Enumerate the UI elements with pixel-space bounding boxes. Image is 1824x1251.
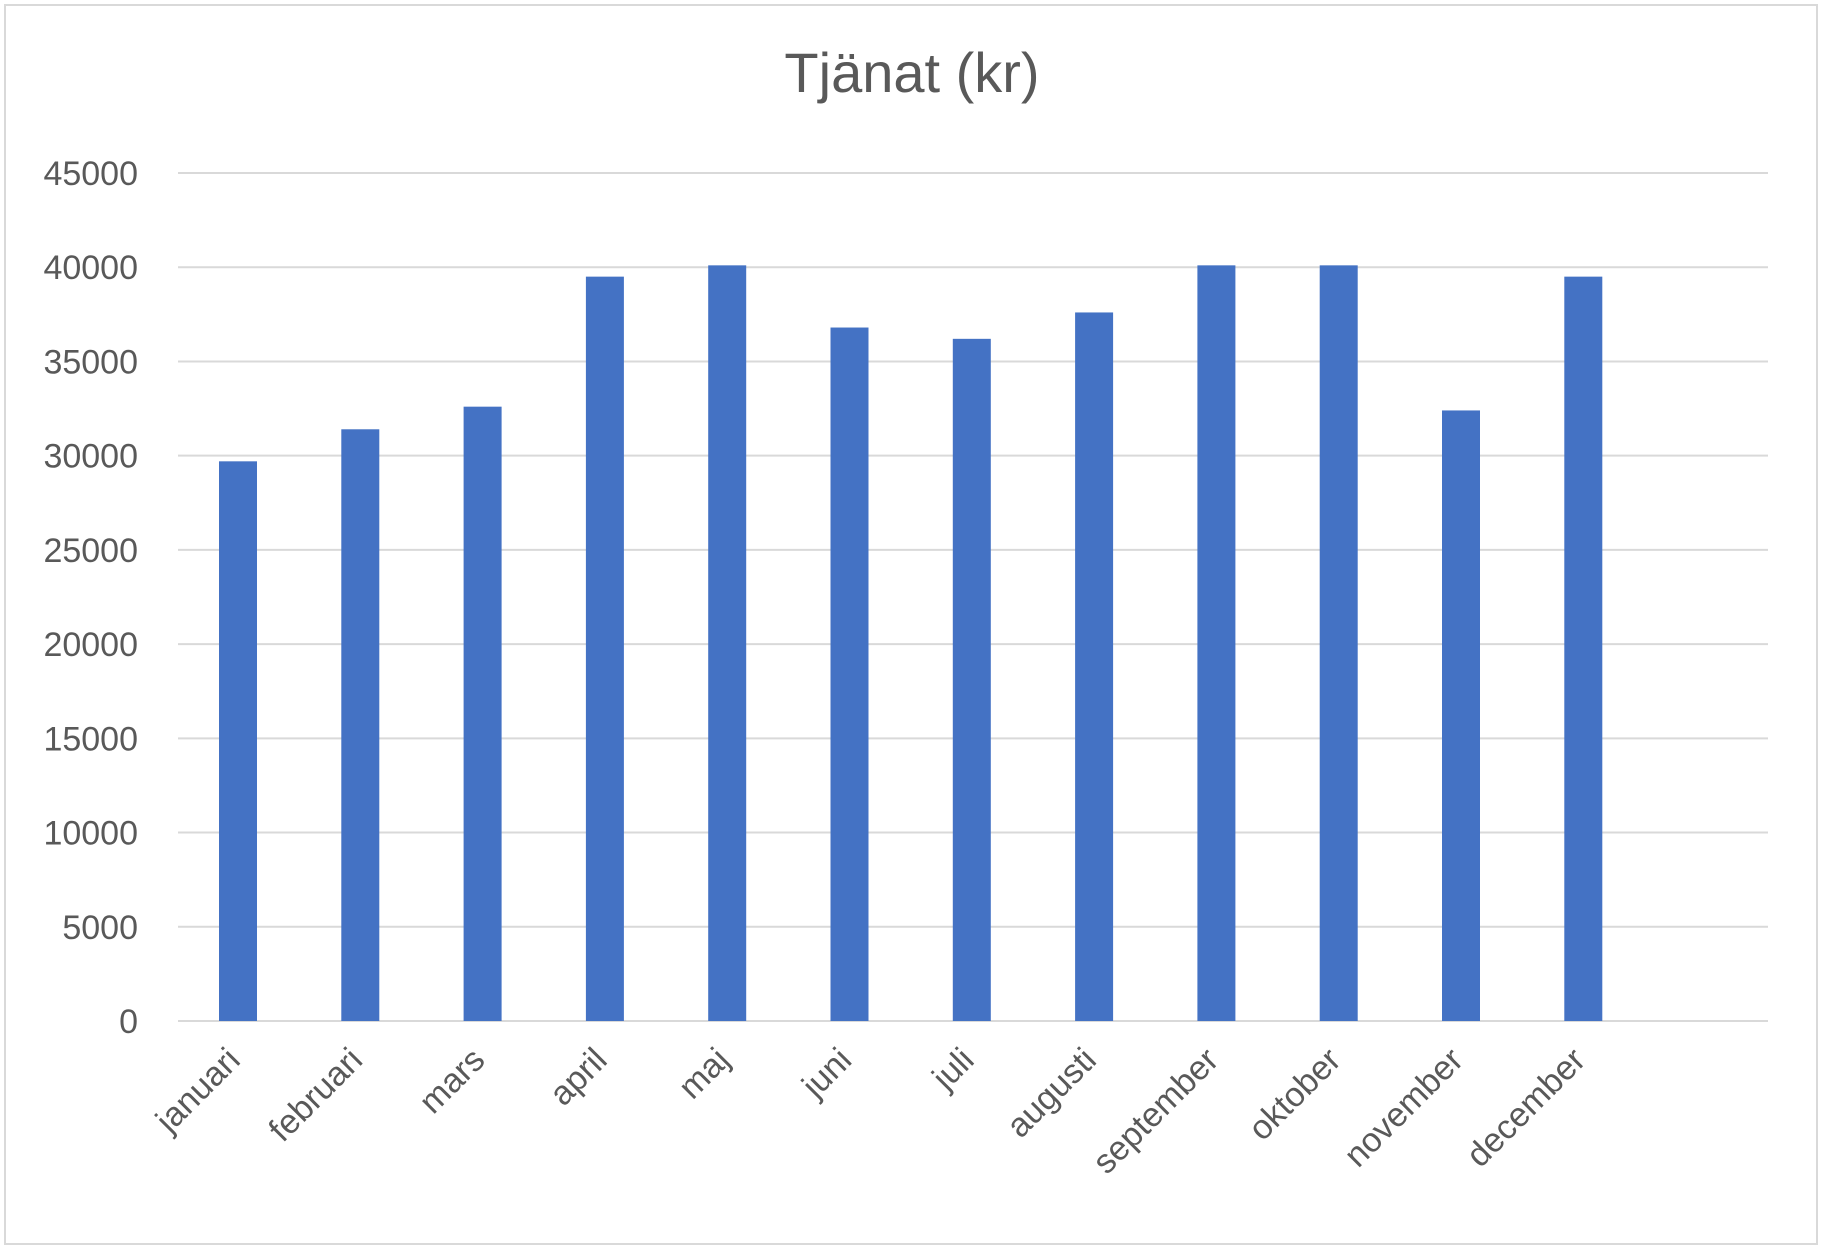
bar-augusti: [1075, 312, 1114, 1022]
y-tick-label: 20000: [43, 626, 138, 664]
chart-frame: [4, 4, 1818, 1245]
y-tick-label: 25000: [43, 532, 138, 570]
bars: [219, 265, 1603, 1022]
bar-september: [1197, 265, 1236, 1021]
x-tick-label: juli: [924, 1041, 981, 1098]
x-axis-ticks: januari februari mars april maj juni juli augus…: [148, 1041, 1593, 1181]
y-tick-label: 5000: [62, 909, 138, 947]
x-tick-label: december: [1459, 1041, 1593, 1175]
y-tick-label: 10000: [43, 815, 138, 853]
bar-december: [1564, 276, 1603, 1022]
x-tick-label: september: [1086, 1041, 1226, 1181]
y-tick-label: 45000: [43, 155, 138, 193]
x-tick-label: augusti: [999, 1041, 1103, 1145]
x-tick-label: maj: [671, 1041, 737, 1107]
y-tick-label: 40000: [43, 249, 138, 287]
bar-juli: [952, 338, 991, 1021]
x-tick-label: oktober: [1241, 1041, 1348, 1148]
bar-februari: [341, 429, 380, 1022]
x-tick-label: november: [1337, 1041, 1471, 1175]
y-tick-label: 0: [119, 1003, 138, 1041]
bar-januari: [219, 461, 257, 1021]
y-axis-ticks: 0 5000 10000 15000 20000 25000 30000 35000 40000…: [43, 155, 138, 1041]
x-tick-label: mars: [412, 1041, 492, 1121]
x-tick-label: juni: [794, 1041, 859, 1106]
x-tick-label: januari: [148, 1041, 248, 1141]
bar-mars: [463, 406, 502, 1021]
bar-november: [1442, 410, 1480, 1021]
y-tick-label: 15000: [43, 720, 138, 758]
bar-oktober: [1319, 265, 1358, 1021]
chart-title: Tjänat (kr): [784, 41, 1040, 104]
bar-juni: [830, 327, 869, 1022]
y-tick-label: 35000: [43, 343, 138, 381]
y-tick-label: 30000: [43, 438, 138, 476]
x-tick-label: februari: [262, 1041, 370, 1149]
bar-maj: [708, 265, 747, 1021]
bar-april: [585, 276, 624, 1022]
x-tick-label: april: [542, 1041, 614, 1113]
